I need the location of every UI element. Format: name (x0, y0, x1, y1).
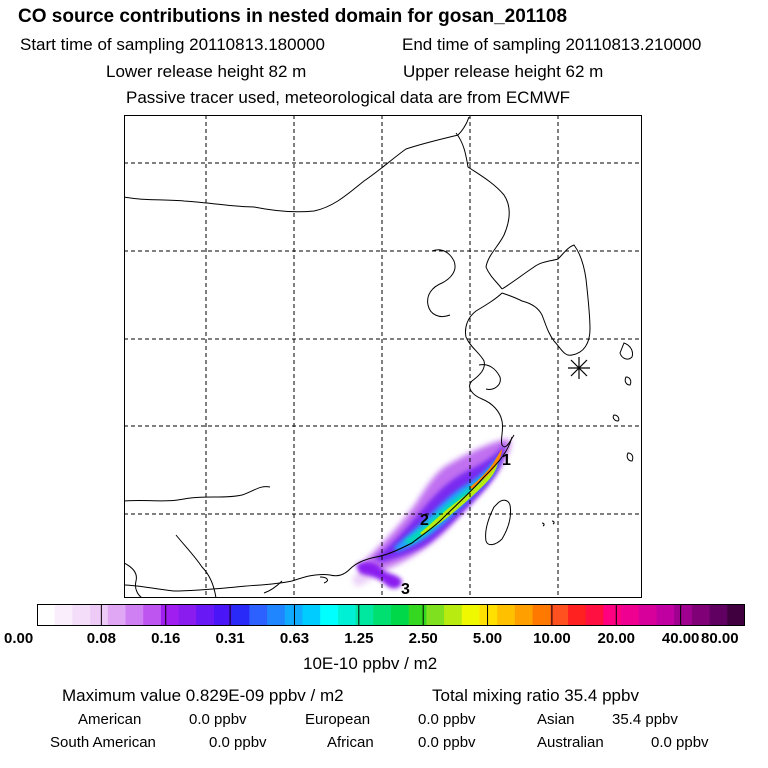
colorbar-swatch (90, 604, 109, 626)
colorbar-swatch (727, 604, 745, 626)
colorbar-tick-label: 0.08 (86, 630, 116, 647)
map-background (124, 115, 642, 598)
marker-2: 2 (420, 512, 429, 529)
coastlines (124, 116, 634, 598)
colorbar-swatch (214, 604, 233, 626)
colorbar-swatch (196, 604, 215, 626)
colorbar-swatch (160, 604, 180, 626)
colorbar-swatch (656, 604, 675, 626)
colorbar-tick-label: 0.63 (279, 630, 310, 647)
colorbar-swatch (479, 604, 498, 626)
colorbar-tick-label: 0.16 (151, 630, 181, 647)
colorbar-swatch (178, 604, 197, 626)
map-frame (124, 115, 642, 598)
region-value: 0.0 ppbv (209, 734, 267, 751)
colorbar-frame (37, 604, 745, 626)
marker-3: 3 (401, 581, 410, 598)
colorbar-tick-label: 5.00 (472, 630, 503, 647)
colorbar-swatch (320, 604, 339, 626)
colorbar-swatch (107, 604, 127, 626)
colorbar-swatch (54, 604, 73, 626)
colorbar-tick-label: 0.31 (215, 630, 245, 647)
colorbar-swatch (621, 604, 640, 626)
colorbar-swatch (674, 604, 693, 626)
lower-release-height: Lower release height 82 m (106, 62, 307, 81)
colorbar-swatch (709, 604, 728, 626)
colorbar-swatch (691, 604, 711, 626)
colorbar-tick-label: 20.00 (597, 630, 636, 647)
region-name: South American (50, 734, 156, 751)
colorbar-swatch (568, 604, 587, 626)
colorbar-swatch (426, 604, 445, 626)
colorbar (37, 604, 745, 626)
colorbar-swatch (532, 604, 551, 626)
colorbar-swatch (603, 604, 622, 626)
colorbar-swatch (143, 604, 162, 626)
colorbar-swatch (550, 604, 569, 626)
colorbar-units: 10E-10 ppbv / m2 (303, 654, 438, 673)
tracer-note: Passive tracer used, meteorological data… (126, 88, 571, 107)
region-value: 0.0 ppbv (418, 734, 476, 751)
colorbar-swatch (337, 604, 357, 626)
colorbar-swatch (638, 604, 658, 626)
colorbar-swatch (284, 604, 304, 626)
colorbar-swatch (461, 604, 481, 626)
colorbar-swatch (444, 604, 463, 626)
region-name: European (305, 711, 371, 728)
colorbar-swatch (355, 604, 374, 626)
colorbar-swatch (125, 604, 144, 626)
colorbar-swatch (302, 604, 321, 626)
region-value: 35.4 ppbv (612, 711, 678, 728)
colorbar-swatch (72, 604, 91, 626)
start-time: Start time of sampling 20110813.180000 (20, 35, 325, 54)
total-mixing-ratio: Total mixing ratio 35.4 ppbv (432, 686, 639, 705)
colorbar-tick-label: 80.00 (701, 630, 739, 647)
colorbar-swatch (267, 604, 286, 626)
colorbar-swatch (497, 604, 516, 626)
region-name: Australian (537, 734, 604, 751)
region-value: 0.0 ppbv (651, 734, 709, 751)
region-name: American (78, 711, 142, 728)
lat-lon-grid (124, 115, 642, 598)
marker-1: 1 (502, 452, 511, 469)
colorbar-swatch (231, 604, 250, 626)
colorbar-tick-label: 1.25 (344, 630, 374, 647)
colorbar-tick-label: 40.00 (661, 630, 700, 647)
upper-release-height: Upper release height 62 m (403, 62, 604, 81)
plume-footprint (352, 437, 513, 589)
receptor-asterisk-icon (568, 357, 590, 379)
colorbar-tick-label: 10.00 (533, 630, 571, 647)
colorbar-swatch (391, 604, 410, 626)
colorbar-tick-label: 0.00 (4, 630, 34, 647)
plot-title: CO source contributions in nested domain… (18, 6, 568, 27)
region-value: 0.0 ppbv (189, 711, 247, 728)
end-time: End time of sampling 20110813.210000 (402, 35, 702, 54)
colorbar-swatch (585, 604, 604, 626)
colorbar-swatch (408, 604, 427, 626)
colorbar-swatch (249, 604, 268, 626)
colorbar-swatch (514, 604, 534, 626)
colorbar-swatch (373, 604, 392, 626)
colorbar-tick-label: 2.50 (408, 630, 438, 647)
map-panel: 1 2 3 (124, 115, 642, 598)
region-name: Asian (537, 711, 575, 728)
region-name: African (327, 734, 374, 751)
max-value: Maximum value 0.829E-09 ppbv / m2 (62, 686, 344, 705)
region-value: 0.0 ppbv (418, 711, 476, 728)
colorbar-swatch (37, 604, 56, 626)
